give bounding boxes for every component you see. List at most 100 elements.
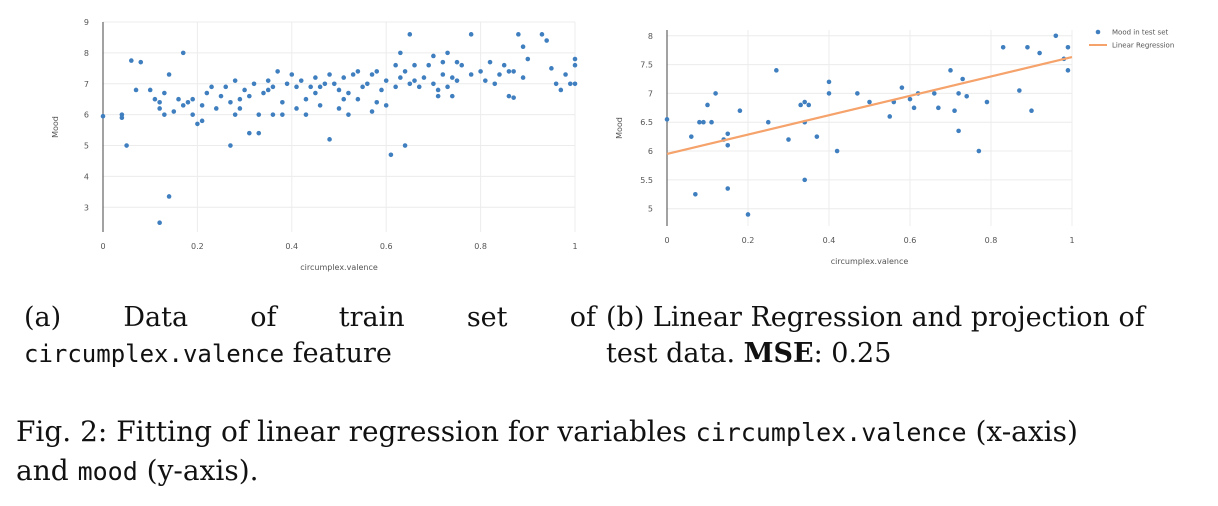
caption-b-bold: MSE — [743, 338, 814, 369]
caption-a-word2: of — [250, 302, 277, 333]
caption-b-line2: test data. MSE: 0.25 — [606, 336, 1186, 372]
data-point — [242, 87, 247, 93]
data-point — [497, 72, 502, 77]
data-point — [664, 117, 670, 122]
data-point — [563, 72, 568, 77]
data-point — [907, 96, 913, 102]
data-point — [251, 81, 257, 87]
data-point — [867, 99, 872, 105]
y-tick-label: 5 — [84, 142, 89, 151]
data-point — [398, 50, 403, 56]
y-tick-label: 6.5 — [640, 118, 653, 127]
data-point — [247, 130, 252, 136]
test-set-regression-chart: 5 5.5 6 6.5 7 7.5 8 0 0.2 0.4 0.6 0.8 1 circumplex.va… — [615, 29, 1174, 267]
data-point — [350, 72, 356, 77]
data-point — [270, 112, 276, 117]
x-tick-label: 0.4 — [823, 236, 836, 245]
data-point — [407, 81, 413, 87]
data-point — [247, 93, 252, 99]
data-point — [976, 148, 982, 154]
data-point — [147, 87, 153, 93]
data-point — [355, 96, 361, 102]
data-point — [383, 78, 389, 83]
data-point — [431, 81, 436, 87]
data-point — [289, 72, 295, 77]
data-point — [1065, 44, 1071, 50]
data-point — [218, 93, 224, 99]
caption-a-word1: Data — [123, 302, 189, 333]
data-point — [956, 128, 961, 134]
data-point — [256, 130, 262, 136]
data-point — [887, 114, 893, 119]
figure-caption-mid: (x-axis) — [966, 415, 1078, 448]
data-point — [346, 112, 351, 117]
data-point — [544, 38, 549, 43]
data-point — [383, 103, 389, 108]
data-point — [765, 119, 771, 125]
data-point — [435, 93, 441, 99]
data-point — [388, 152, 394, 158]
data-point — [327, 72, 332, 77]
caption-b-line1: (b) Linear Regression and projection of — [606, 302, 1145, 333]
data-point — [511, 95, 516, 100]
data-point — [948, 68, 953, 73]
data-point — [298, 78, 304, 83]
data-point — [572, 56, 578, 62]
y-axis-title: Mood — [615, 117, 624, 139]
data-point — [275, 69, 280, 74]
y-tick-label: 7.5 — [640, 61, 653, 70]
data-point — [280, 99, 285, 105]
x-tick-label: 1 — [1069, 236, 1074, 245]
data-point — [237, 96, 243, 102]
data-point — [454, 59, 460, 65]
data-point — [459, 62, 465, 68]
data-point — [487, 59, 493, 65]
data-point — [705, 102, 710, 108]
figure-caption: Fig. 2: Fitting of linear regression for… — [16, 413, 1206, 491]
data-point — [379, 87, 384, 93]
data-point — [483, 78, 488, 83]
data-point — [157, 99, 162, 105]
data-point — [223, 84, 229, 90]
data-point — [190, 96, 195, 102]
data-point — [1065, 68, 1071, 73]
data-point — [232, 78, 238, 83]
data-point — [133, 87, 139, 93]
data-point — [317, 103, 323, 108]
data-point — [313, 90, 318, 96]
data-point — [336, 106, 342, 111]
figure-caption-line2pre: and — [16, 454, 78, 487]
x-axis-title: circumplex.valence — [831, 257, 909, 266]
data-point — [166, 194, 172, 199]
data-point — [157, 220, 162, 226]
data-point — [355, 69, 361, 74]
x-tick-label: 0 — [664, 236, 669, 245]
data-point — [553, 81, 559, 87]
figure-caption-line2post: (y-axis). — [137, 454, 259, 487]
data-point — [303, 112, 309, 117]
data-point — [402, 69, 408, 74]
data-point — [369, 109, 375, 114]
data-point — [798, 102, 803, 108]
y-tick-label: 5.5 — [640, 176, 653, 185]
data-point — [468, 72, 474, 77]
data-point — [539, 32, 545, 37]
data-point — [689, 134, 694, 139]
data-point — [176, 96, 181, 102]
data-point — [826, 79, 832, 85]
data-point — [506, 69, 512, 74]
data-point — [468, 32, 474, 37]
data-point — [369, 72, 375, 77]
x-tick-label: 0.6 — [380, 242, 393, 251]
data-point — [138, 59, 144, 65]
y-tick-label: 4 — [84, 172, 89, 181]
data-point — [294, 84, 299, 90]
regression-line — [666, 56, 1073, 156]
data-point — [265, 87, 271, 93]
data-point — [572, 62, 578, 68]
data-point — [152, 96, 158, 102]
data-point — [440, 59, 446, 65]
x-tick-label: 0.4 — [285, 242, 298, 251]
figure-caption-prefix: Fig. 2: Fitting of linear regression for… — [16, 415, 696, 448]
data-point — [960, 76, 965, 82]
